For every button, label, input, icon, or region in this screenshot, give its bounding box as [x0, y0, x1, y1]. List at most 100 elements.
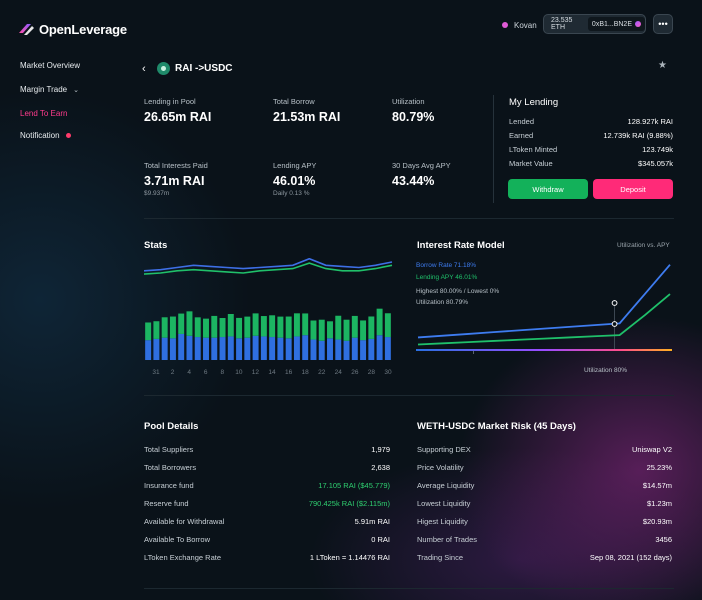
withdraw-button[interactable]: Withdraw [508, 179, 588, 199]
pair-title: RAI ->USDC [175, 63, 233, 74]
pair-base: RAI [175, 63, 193, 74]
row-value: 1 LToken = 1.14476 RAI [309, 553, 390, 562]
network-dot-icon [502, 22, 508, 28]
row-value: 2,638 [371, 463, 390, 472]
x-tick-label: 31 [152, 369, 160, 376]
row-value: Sep 08, 2021 (152 days) [589, 553, 672, 562]
market-risk-table: Supporting DEX Uniswap V2 Price Volatilit… [417, 445, 672, 571]
my-lending-row: Earned 12.739k RAI (9.88%) [509, 131, 673, 140]
row-label: Earned [509, 131, 534, 140]
table-row: Higest Liquidity $20.93m [417, 517, 672, 535]
bar-blue [376, 335, 383, 360]
my-lending-row: LToken Minted 123.749k [509, 145, 673, 154]
x-tick-label: 6 [204, 369, 208, 376]
row-value: $345.057k [637, 159, 673, 168]
bar-green [293, 313, 300, 337]
bar-blue [260, 336, 267, 360]
bar-blue [368, 338, 375, 360]
bar-green [318, 319, 325, 341]
bar-blue [203, 337, 209, 360]
favorite-star-icon[interactable]: ★ [658, 60, 667, 71]
table-row: Price Volatility 25.23% [417, 463, 672, 481]
bar-green [327, 321, 333, 339]
row-label: Number of Trades [417, 535, 478, 544]
bar-green [285, 316, 292, 339]
openleverage-logo-icon [19, 24, 34, 35]
bar-blue [153, 338, 160, 360]
row-label: Reserve fund [144, 499, 189, 508]
bar-green [219, 318, 226, 338]
notification-dot-icon [65, 133, 71, 138]
table-row: Insurance fund 17.105 RAI ($45.779) [144, 481, 390, 499]
bar-blue [384, 337, 391, 360]
wallet-button[interactable]: 23.535 ETH 0xB1...BN2E [543, 14, 646, 34]
sidebar-item-margin-trade[interactable]: Margin Trade ⌄ [20, 85, 79, 94]
bar-green [169, 316, 176, 339]
bar-green [145, 322, 152, 341]
bar-green [302, 313, 309, 336]
sidebar-item-market-overview[interactable]: Market Overview [20, 61, 80, 70]
row-value: 123.749k [642, 145, 673, 154]
my-lending-row: Market Value $345.057k [509, 159, 673, 168]
network-indicator[interactable]: Kovan [502, 18, 537, 32]
account-avatar-icon [635, 21, 641, 27]
bar-green [227, 314, 234, 337]
app-name: OpenLeverage [39, 22, 127, 37]
bar-blue [302, 335, 309, 360]
x-tick-label: 14 [268, 369, 276, 376]
bar-blue [335, 339, 342, 360]
x-tick-label: 28 [368, 369, 376, 376]
deposit-button[interactable]: Deposit [593, 179, 673, 199]
divider [493, 95, 494, 203]
lending-point [611, 321, 618, 327]
bar-blue [293, 336, 300, 360]
bar-green [252, 313, 259, 336]
bar-blue [236, 338, 243, 360]
row-value: 5.91m RAI [354, 517, 390, 526]
x-axis-gradient [416, 349, 672, 351]
row-label: Lended [509, 117, 535, 126]
table-row: Trading Since Sep 08, 2021 (152 days) [417, 553, 672, 571]
more-menu-button[interactable]: ••• [653, 14, 673, 34]
bar-green [269, 315, 276, 338]
x-tick-label: 12 [252, 369, 260, 376]
app-logo[interactable]: OpenLeverage [18, 22, 127, 37]
x-tick-label: 8 [220, 369, 224, 376]
stat-label: Total Borrow [273, 97, 315, 106]
bar-blue [161, 337, 168, 360]
bar-blue [252, 335, 259, 360]
row-value: 1,979 [371, 445, 390, 454]
borrow-rate-legend: Borrow Rate 71.18% [416, 262, 476, 269]
x-tick-label: 18 [302, 369, 310, 376]
x-tick-label: 4 [187, 369, 191, 376]
stat-label: Lending in Pool [144, 97, 196, 106]
table-row: Reserve fund 790.425k RAI ($2.115m) [144, 499, 390, 517]
bar-blue [178, 333, 185, 360]
irm-annotation: Utilization 80.79% [416, 299, 469, 306]
row-label: Insurance fund [144, 481, 194, 490]
x-tick-label: 22 [318, 369, 326, 376]
row-value: $14.57m [642, 481, 672, 490]
bar-green [384, 313, 391, 338]
sidebar-item-label: Margin Trade [20, 85, 68, 94]
lending-apy-line [417, 293, 671, 346]
bar-green [153, 321, 160, 339]
sidebar-item-notification[interactable]: Notification [20, 131, 71, 140]
wallet-balance: 23.535 ETH [551, 17, 573, 31]
row-value: 790.425k RAI ($2.115m) [308, 499, 390, 508]
network-name: Kovan [514, 20, 537, 30]
stat-lending-in-pool: Lending in Pool 26.65m RAI [144, 97, 211, 124]
x-tick-label: 2 [171, 369, 175, 376]
back-arrow-icon[interactable]: ‹ [142, 63, 146, 75]
row-value: Uniswap V2 [631, 445, 672, 454]
bar-blue [360, 340, 367, 360]
stat-value: 3.71m RAI [144, 174, 205, 188]
table-row: Total Suppliers 1,979 [144, 445, 390, 463]
token-icon [157, 62, 170, 75]
row-label: Total Suppliers [144, 445, 194, 454]
row-value: 12.739k RAI (9.88%) [603, 131, 673, 140]
stat-total-borrow: Total Borrow 21.53m RAI [273, 97, 340, 124]
sidebar-item-lend-to-earn[interactable]: Lend To Earn [20, 109, 67, 118]
bar-blue [244, 337, 251, 360]
bar-green [368, 316, 375, 339]
